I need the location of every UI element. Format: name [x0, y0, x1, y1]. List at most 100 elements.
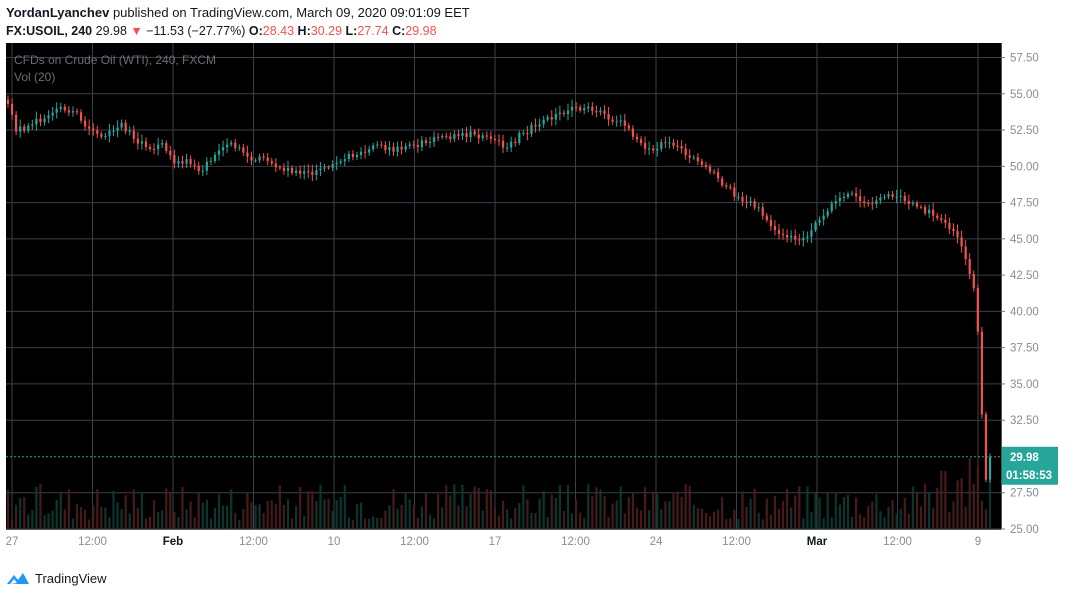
volume-bar [676, 491, 679, 529]
volume-bar [71, 518, 75, 529]
candle-body [92, 128, 95, 131]
volume-bar [315, 501, 318, 529]
volume-bar [562, 511, 566, 529]
volume-bar [570, 513, 574, 529]
volume-bar [14, 504, 18, 529]
candle-body [956, 231, 959, 238]
volume-bar [919, 506, 923, 529]
volume-bar [51, 510, 54, 529]
volume-bar [282, 505, 286, 529]
volume-bar [652, 491, 655, 529]
volume-bar [420, 506, 424, 529]
candle-body [6, 99, 10, 104]
candle-body [802, 237, 805, 241]
volume-bar [489, 490, 493, 529]
volume-bar [534, 513, 537, 529]
x-tick-label: 24 [650, 536, 663, 548]
volume-bar [891, 500, 894, 529]
volume-bar [120, 509, 123, 529]
candle-body [396, 146, 399, 152]
candle-body [725, 185, 728, 187]
volume-bar [692, 504, 695, 529]
candle-body [546, 117, 549, 120]
volume-bar [303, 515, 306, 529]
low-value: 27.74 [357, 24, 389, 38]
x-axis[interactable]: 27 12:00 Feb 12:00 10 12:00 17 12:00 24 12:00 Mar 1… [6, 529, 1001, 549]
x-tick-label: Feb [163, 536, 183, 548]
candle-body [859, 196, 862, 202]
candle-body [790, 235, 793, 238]
volume-bar [307, 491, 310, 529]
volume-bar [185, 509, 188, 529]
candle-body [319, 168, 322, 171]
volume-bar [940, 470, 943, 529]
candle-body [132, 130, 135, 139]
candle-body [404, 146, 407, 150]
candle-body [473, 131, 476, 135]
candle-body [514, 141, 517, 143]
tradingview-logo-icon[interactable] [6, 570, 30, 586]
y-tick-label: 57.50 [1010, 53, 1039, 65]
volume-bar [39, 484, 42, 529]
plot-area[interactable] [6, 43, 1001, 529]
candle-body [729, 186, 732, 188]
volume-bar [250, 502, 253, 529]
volume-bar [595, 487, 598, 529]
candle-body [834, 201, 837, 204]
y-axis[interactable]: 57.50 55.00 52.50 50.00 47.50 45.00 42.50 40.00… [1001, 43, 1039, 536]
candle-body [388, 147, 391, 151]
volume-bar [660, 509, 663, 529]
chart-title: CFDs on Crude Oil (WTI), 240, FXCM [14, 53, 216, 67]
candle-body [765, 215, 768, 221]
volume-bar [761, 519, 764, 529]
candle-body [769, 220, 772, 227]
candle-body [838, 197, 841, 202]
volume-bar [932, 507, 935, 529]
volume-bar [112, 490, 115, 529]
volume-bar [217, 494, 221, 529]
candle-body [242, 147, 245, 153]
candle-body [449, 136, 452, 139]
y-tick-label: 47.50 [1010, 198, 1039, 210]
candle-body [798, 239, 801, 241]
candle-body [538, 124, 541, 127]
x-tick-label: 12:00 [239, 536, 268, 548]
candle-body [875, 200, 878, 205]
price-chart[interactable]: CFDs on Crude Oil (WTI), 240, FXCM Vol (… [6, 43, 1069, 553]
author-link[interactable]: YordanLyanchev [6, 5, 110, 20]
candle-body [522, 132, 525, 134]
candle-body [140, 141, 144, 144]
candle-body [96, 130, 99, 134]
candle-body [400, 146, 403, 150]
candle-body [672, 142, 675, 146]
candle-body [428, 141, 432, 144]
candle-body [278, 167, 281, 169]
volume-bar [708, 516, 712, 529]
volume-bar [615, 500, 618, 529]
candle-body [530, 125, 533, 135]
volume-bar [161, 510, 164, 529]
candle-body [311, 171, 314, 176]
volume-bar [623, 513, 626, 529]
brand-name[interactable]: TradingView [35, 570, 107, 586]
volume-bar [465, 506, 468, 529]
volume-bar [457, 505, 460, 529]
candle-body [238, 147, 241, 149]
volume-bar [526, 499, 529, 529]
volume-bar [510, 518, 513, 529]
price-tag-box [1002, 446, 1058, 485]
volume-bar [717, 509, 720, 529]
volume-bar [262, 512, 265, 529]
open-value: 28.43 [262, 24, 295, 38]
candle-body [972, 274, 975, 289]
volume-bar [745, 507, 748, 529]
candle-body [907, 200, 910, 205]
low-label: L: [345, 24, 358, 38]
candle-body [63, 106, 66, 111]
candle-body [432, 137, 436, 142]
volume-bar [319, 484, 322, 529]
candle-body [351, 153, 355, 158]
volume-bar [128, 513, 131, 529]
candle-body [315, 170, 318, 176]
candlestick-series [6, 95, 992, 483]
